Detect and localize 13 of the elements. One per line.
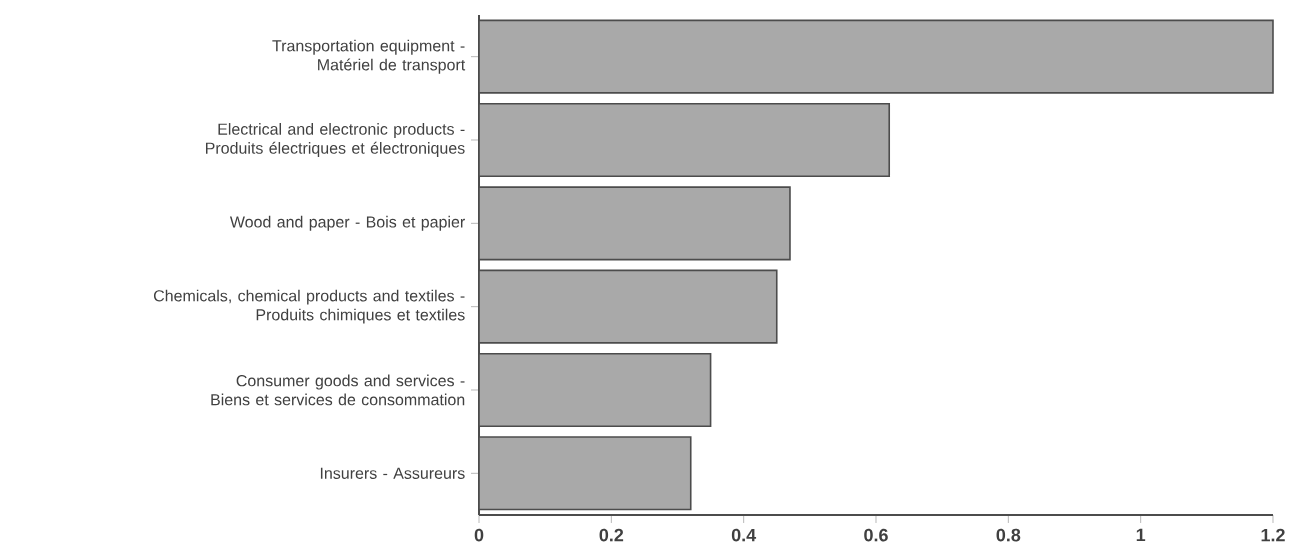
y-tick-label: Transportation equipment - Matériel de transport — [272, 39, 466, 74]
y-tick-label: Consumer goods and services - Biens et services de consommation — [211, 374, 465, 406]
x-tick-label: 1 — [1136, 528, 1146, 542]
y-tick-label: Electrical and electronic products - Produits électriques et électroniques — [206, 123, 465, 157]
x-tick-label: 0.4 — [731, 528, 757, 542]
x-tick-label: 0 — [474, 528, 484, 542]
y-tick-label: Chemicals, chemical products and textiles - Produits chimiques et textiles — [153, 289, 465, 324]
x-tick-label: 0.2 — [599, 528, 624, 542]
x-tick-label: 0.6 — [864, 528, 888, 542]
y-tick-label: Wood and paper - Bois et papier — [229, 215, 465, 231]
x-tick-label: 0.8 — [996, 528, 1021, 542]
x-tick-label: 1.2 — [1261, 528, 1285, 542]
y-tick-label: Insurers - Assureurs — [320, 467, 465, 479]
